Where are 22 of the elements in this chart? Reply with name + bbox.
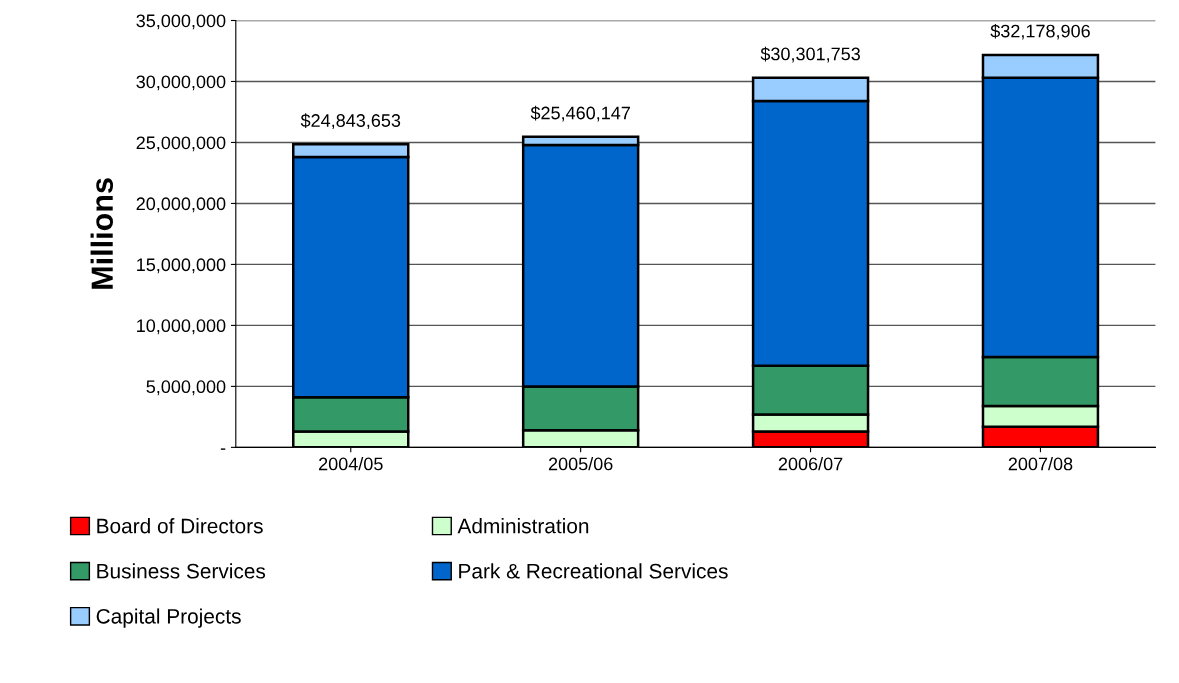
y-tick-label: 5,000,000 (146, 380, 226, 396)
total-label: $30,301,753 (760, 46, 860, 63)
legend-label: Administration (457, 518, 589, 534)
legend-label: Business Services (97, 563, 266, 579)
y-tick-label: 25,000,000 (136, 136, 226, 152)
y-tick-label: 20,000,000 (136, 197, 226, 213)
legend-label: Park & Recreational Services (459, 563, 728, 579)
y-axis-title: Millions (90, 178, 114, 289)
legend-label: Capital Projects (96, 608, 241, 628)
legend-label: Board of Directors (97, 518, 263, 534)
y-tick-label: - (220, 448, 226, 450)
total-label: $32,178,906 (990, 23, 1090, 40)
total-label: $25,460,147 (530, 105, 630, 122)
total-label: $24,843,653 (300, 113, 401, 130)
y-tick-label: 15,000,000 (137, 258, 226, 274)
x-tick-label: 2007/08 (1008, 457, 1073, 471)
x-tick-label: 2006/07 (778, 457, 843, 471)
y-tick-label: 35,000,000 (136, 14, 226, 30)
x-tick-label: 2004/05 (319, 457, 383, 471)
y-tick-label: 10,000,000 (137, 319, 226, 335)
x-tick-label: 2005/06 (548, 457, 613, 471)
y-tick-label: 30,000,000 (136, 75, 226, 91)
